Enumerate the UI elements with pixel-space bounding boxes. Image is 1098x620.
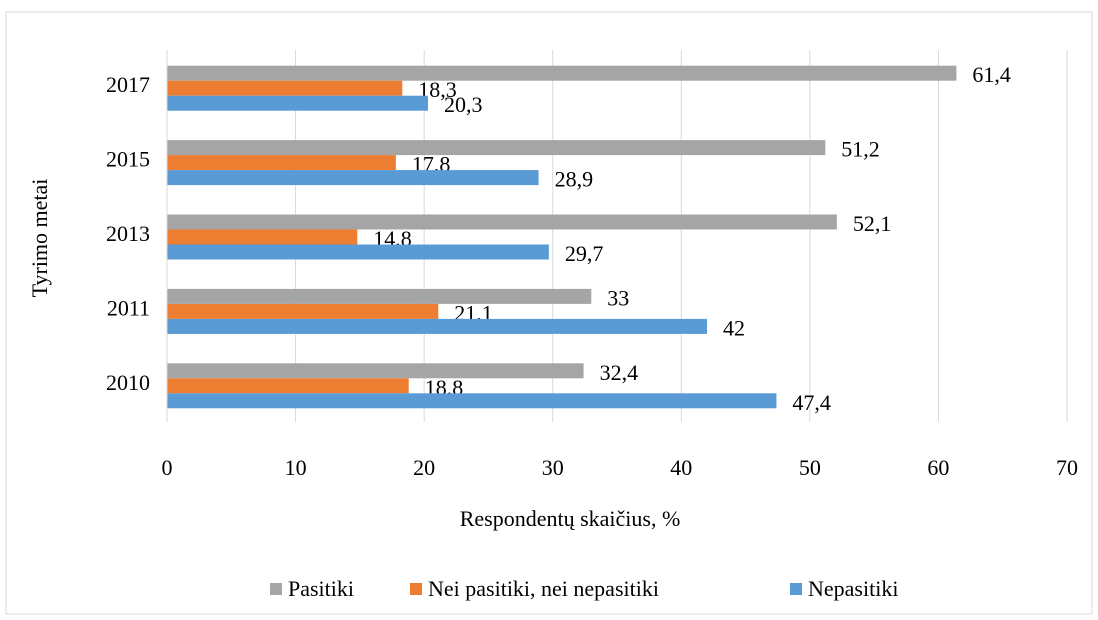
data-label: 51,2 xyxy=(841,137,880,162)
bar xyxy=(167,65,957,81)
legend-swatch xyxy=(410,583,422,595)
x-tick-label: 0 xyxy=(162,455,173,480)
x-axis-title: Respondentų skaičius, % xyxy=(460,506,681,531)
bar xyxy=(167,155,396,171)
bar xyxy=(167,140,826,156)
x-tick-label: 10 xyxy=(285,455,307,480)
y-axis-title: Tyrimo metai xyxy=(27,179,52,298)
bar xyxy=(167,80,403,96)
bar xyxy=(167,363,584,379)
data-label: 32,4 xyxy=(600,360,639,385)
data-label: 28,9 xyxy=(555,167,594,192)
bar xyxy=(167,288,592,304)
bar xyxy=(167,393,777,409)
x-tick-label: 30 xyxy=(542,455,564,480)
x-tick-label: 70 xyxy=(1056,455,1078,480)
data-label: 47,4 xyxy=(792,390,831,415)
y-tick-label: 2017 xyxy=(106,72,150,97)
legend-label: Pasitiki xyxy=(288,576,354,601)
data-label: 20,3 xyxy=(444,92,483,117)
bar xyxy=(167,170,539,186)
legend-swatch xyxy=(790,583,802,595)
bar xyxy=(167,303,439,319)
x-tick-label: 20 xyxy=(413,455,435,480)
data-label: 29,7 xyxy=(565,241,604,266)
y-tick-label: 2010 xyxy=(106,370,150,395)
y-tick-label: 2011 xyxy=(107,295,150,320)
x-tick-label: 60 xyxy=(927,455,949,480)
y-tick-label: 2015 xyxy=(106,147,150,172)
bar xyxy=(167,95,428,111)
data-label: 33 xyxy=(607,285,629,310)
legend-label: Nepasitiki xyxy=(808,576,898,601)
x-tick-label: 40 xyxy=(670,455,692,480)
bar xyxy=(167,229,358,245)
data-label: 61,4 xyxy=(972,62,1011,87)
legend-label: Nei pasitiki, nei nepasitiki xyxy=(428,576,659,601)
bar xyxy=(167,378,409,394)
legend-swatch xyxy=(270,583,282,595)
data-label: 52,1 xyxy=(853,211,892,236)
y-tick-label: 2013 xyxy=(106,221,150,246)
bar xyxy=(167,318,707,334)
bar xyxy=(167,244,549,260)
x-tick-label: 50 xyxy=(799,455,821,480)
bar xyxy=(167,214,837,230)
data-label: 42 xyxy=(723,315,745,340)
